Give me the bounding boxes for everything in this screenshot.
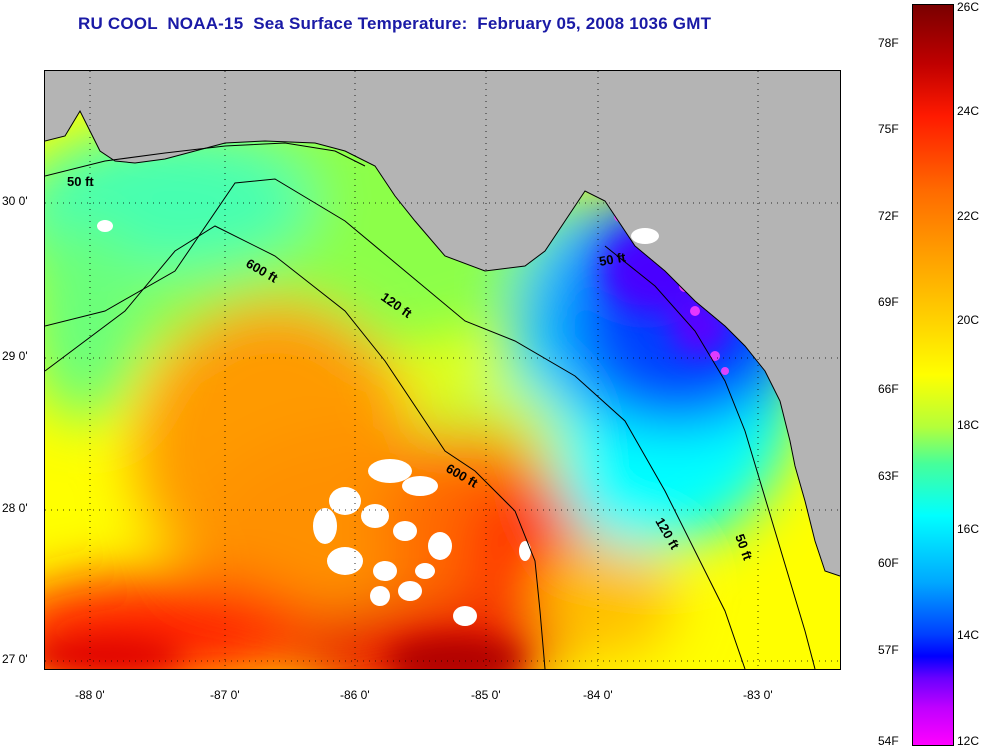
colorbar-fahrenheit-label: 75F xyxy=(878,122,899,136)
graticule xyxy=(45,71,840,669)
temperature-colorbar xyxy=(912,4,954,746)
isobath-label: 50 ft xyxy=(598,249,628,269)
sst-map: 50 ft 600 ft 120 ft 50 ft 600 ft 120 ft 50 ft xyxy=(44,70,841,670)
colorbar-fahrenheit-label: 63F xyxy=(878,469,899,483)
isobath-120ft xyxy=(45,178,746,669)
colorbar-celsius-label: 14C xyxy=(957,628,980,642)
longitude-label: -85 0' xyxy=(471,688,501,702)
colorbar-celsius-label: 20C xyxy=(957,313,980,327)
longitude-label: -88 0' xyxy=(75,688,105,702)
latitude-label: 27 0' xyxy=(2,652,28,666)
colorbar-fahrenheit-label: 78F xyxy=(878,36,899,50)
latitude-label: 29 0' xyxy=(2,349,28,363)
colorbar-fahrenheit-label: 60F xyxy=(878,556,899,570)
latitude-label: 28 0' xyxy=(2,501,28,515)
colorbar-celsius-label: 22C xyxy=(957,209,980,223)
colorbar-fahrenheit-label: 54F xyxy=(878,734,899,748)
coastline xyxy=(45,109,840,577)
colorbar-celsius-label: 12C xyxy=(957,734,980,748)
colorbar-fahrenheit-label: 69F xyxy=(878,295,899,309)
isobath-50ft xyxy=(45,142,366,177)
land-mass xyxy=(45,71,840,576)
isobath-50ft-east xyxy=(604,245,816,669)
cloud-patches xyxy=(97,220,659,626)
longitude-label: -87 0' xyxy=(210,688,240,702)
longitude-label: -83 0' xyxy=(743,688,773,702)
colorbar-celsius-label: 26C xyxy=(957,0,980,14)
map-title: RU COOL NOAA-15 Sea Surface Temperature:… xyxy=(78,14,712,33)
colorbar-celsius-label: 18C xyxy=(957,418,980,432)
colorbar-celsius-label: 24C xyxy=(957,104,980,118)
isobath-label: 50 ft xyxy=(67,174,94,189)
colorbar-fahrenheit-label: 57F xyxy=(878,643,899,657)
longitude-label: -86 0' xyxy=(340,688,370,702)
colorbar-fahrenheit-label: 72F xyxy=(878,209,899,223)
colorbar-celsius-label: 16C xyxy=(957,522,980,536)
temperature-field xyxy=(45,101,815,669)
latitude-label: 30 0' xyxy=(2,194,28,208)
isobath-600ft xyxy=(45,225,546,669)
colorbar-fahrenheit-label: 66F xyxy=(878,382,899,396)
longitude-label: -84 0' xyxy=(583,688,613,702)
